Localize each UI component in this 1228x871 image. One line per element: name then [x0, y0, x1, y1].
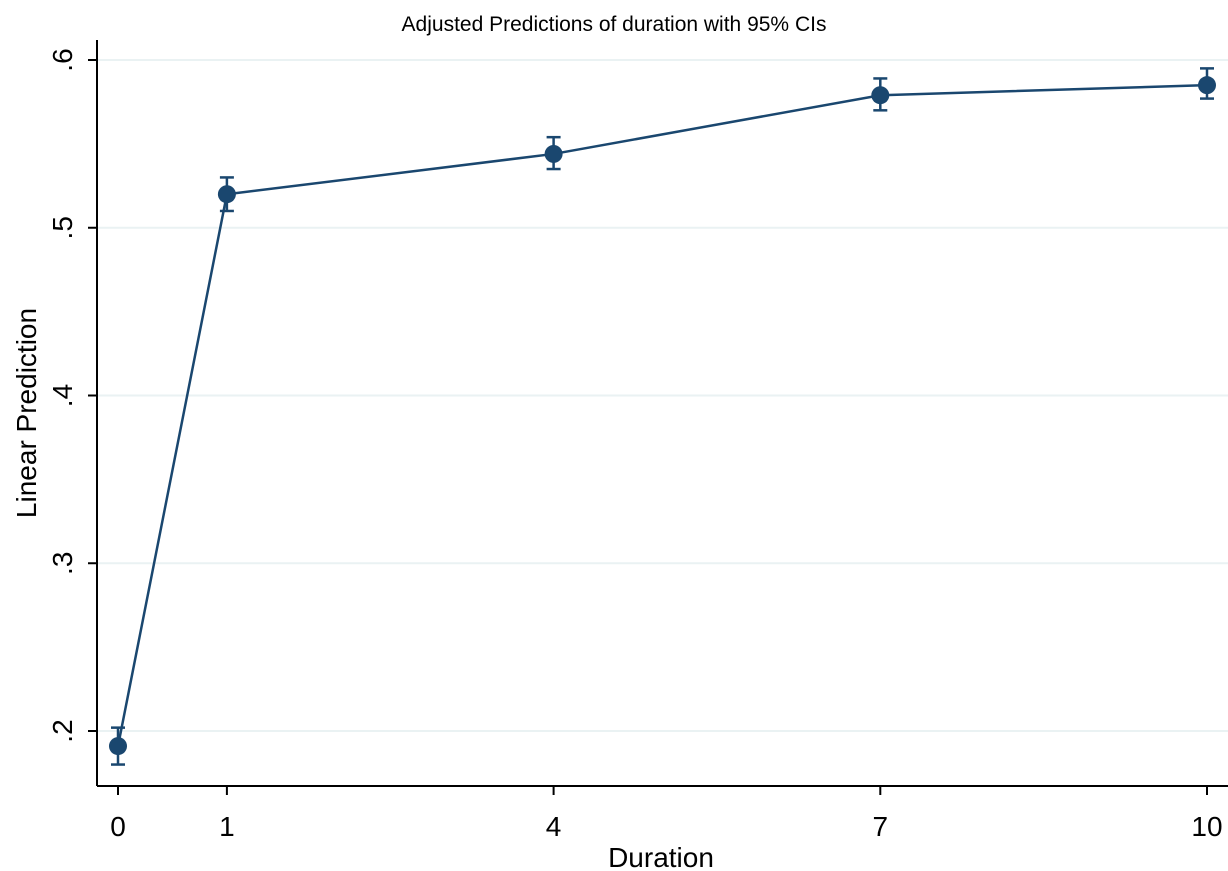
y-tick-label: .6 — [47, 48, 78, 71]
x-tick-label: 7 — [873, 811, 889, 842]
y-tick-label: .5 — [47, 216, 78, 239]
x-tick-label: 4 — [546, 811, 562, 842]
data-point — [217, 185, 236, 204]
y-axis-title: Linear Prediction — [11, 308, 42, 518]
x-axis-title: Duration — [608, 842, 714, 871]
data-point — [544, 144, 563, 163]
x-axis-ticks: 0 1 4 7 10 — [110, 786, 1223, 842]
x-tick-label: 1 — [219, 811, 235, 842]
y-tick-label: .2 — [47, 719, 78, 742]
data-point — [1198, 76, 1216, 95]
y-axis-ticks: .2 .3 .4 .5 .6 — [47, 48, 97, 743]
y-tick-label: .4 — [47, 384, 78, 407]
y-tick-label: .3 — [47, 552, 78, 575]
data-point — [109, 737, 127, 756]
data-point — [871, 86, 890, 105]
gridlines — [98, 59, 1228, 732]
series-layer — [109, 67, 1216, 766]
series-line — [116, 83, 1208, 747]
x-tick-label: 10 — [1191, 811, 1222, 842]
x-tick-label: 0 — [110, 811, 126, 842]
chart-title: Adjusted Predictions of duration with 95… — [402, 13, 827, 36]
